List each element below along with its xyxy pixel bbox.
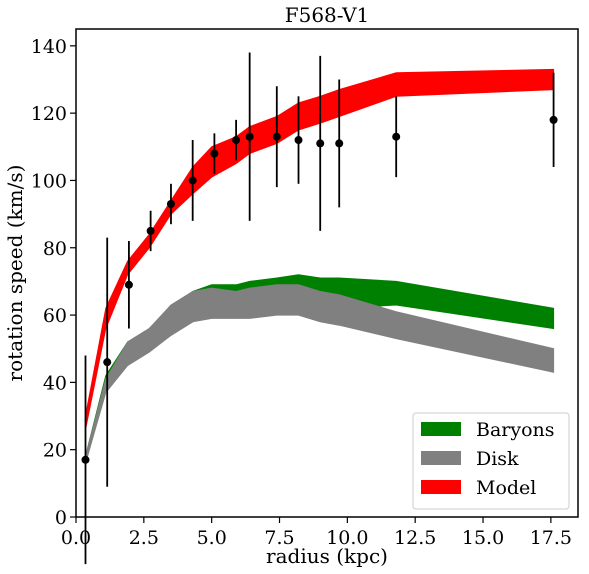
data-point-2 (124, 280, 133, 289)
legend-swatch-disk (421, 451, 461, 465)
legend-label-model: Model (476, 477, 536, 499)
legend: Baryons Disk Model (412, 412, 570, 510)
data-point-8 (245, 132, 254, 141)
y-tick-label-3: 60 (43, 305, 67, 327)
x-axis-label: radius (kpc) (266, 544, 388, 568)
data-point-14 (549, 115, 558, 124)
data-point-12 (335, 139, 344, 148)
band-disk (85, 284, 555, 464)
x-tick-label-7: 17.5 (530, 527, 572, 549)
data-point-13 (392, 132, 401, 141)
y-tick-label-7: 140 (31, 36, 67, 58)
x-axis-ticks: 0.0 2.5 5.0 7.5 10.0 12.5 15.0 17.5 (61, 517, 572, 549)
y-axis-label: rotation speed (km/s) (3, 165, 27, 382)
data-point-7 (232, 136, 241, 145)
plot-frame (75, 28, 579, 518)
chart-title: F568-V1 (285, 3, 370, 27)
x-tick-label-3: 7.5 (264, 527, 294, 549)
legend-label-disk: Disk (476, 448, 519, 470)
data-point-5 (188, 176, 197, 185)
y-tick-label-5: 100 (31, 170, 67, 192)
x-tick-label-2: 5.0 (197, 527, 227, 549)
data-point-11 (316, 139, 325, 148)
data-point-1 (103, 358, 112, 367)
data-point-0 (81, 455, 90, 464)
data-point-4 (166, 200, 175, 209)
x-tick-label-1: 2.5 (129, 527, 159, 549)
x-tick-label-6: 15.0 (462, 527, 504, 549)
y-tick-label-1: 20 (43, 440, 67, 462)
legend-swatch-model (421, 480, 461, 494)
data-point-3 (146, 226, 155, 235)
legend-swatch-baryons (421, 422, 461, 436)
observations-layer (81, 52, 558, 565)
data-point-10 (294, 136, 303, 145)
data-point-6 (210, 149, 219, 158)
y-tick-label-2: 40 (43, 372, 67, 394)
x-tick-label-5: 12.5 (394, 527, 436, 549)
y-axis-ticks: 0 20 40 60 80 100 120 140 (31, 36, 76, 529)
x-tick-label-0: 0.0 (61, 527, 91, 549)
x-tick-label-4: 10.0 (326, 527, 368, 549)
y-tick-label-6: 120 (31, 103, 67, 125)
data-point-9 (272, 132, 281, 141)
y-tick-label-4: 80 (43, 238, 67, 260)
y-tick-label-0: 0 (55, 507, 67, 529)
legend-label-baryons: Baryons (476, 419, 555, 441)
